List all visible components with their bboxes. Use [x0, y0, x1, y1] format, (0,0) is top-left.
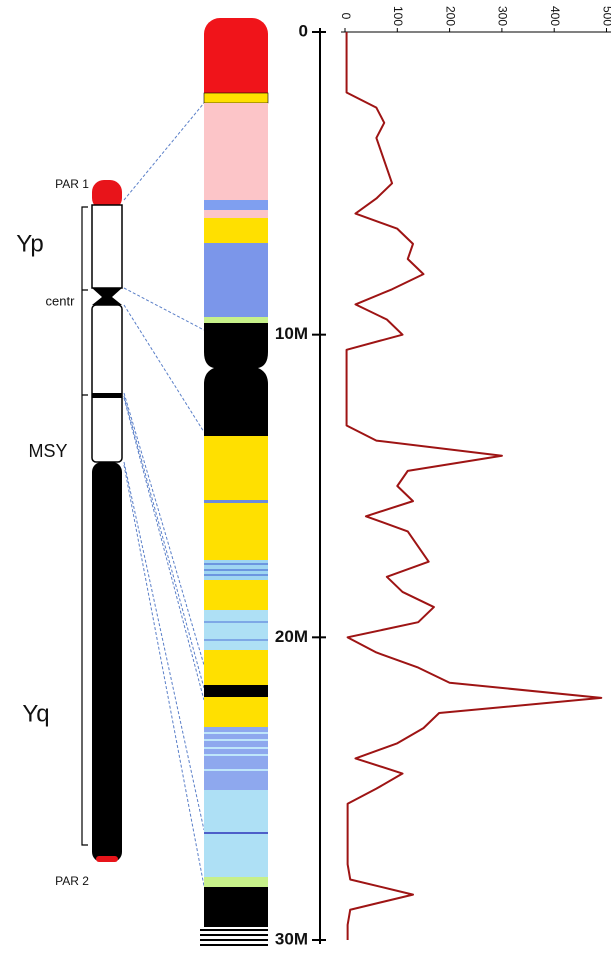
y-tick-label: 200: [443, 6, 457, 26]
chromosome-overview: PAR 1 Yp centr MSY Yq PAR 2: [16, 177, 123, 888]
ideogram: [200, 18, 269, 946]
y-tick-label: 300: [496, 6, 510, 26]
yq-proximal: [91, 304, 123, 463]
connectors: [123, 102, 205, 887]
y-tick-label: 500: [600, 6, 611, 26]
label: MSY: [28, 441, 67, 461]
label: Yp: [16, 230, 44, 257]
heterochromatin: [92, 462, 122, 862]
centromere: [92, 288, 122, 305]
bracket: [81, 206, 88, 846]
density-line: [345, 32, 603, 940]
yp-arm: [91, 204, 123, 289]
par2-region: [96, 856, 118, 862]
y-tick-label: 400: [548, 6, 562, 26]
label: PAR 1: [55, 177, 89, 191]
x-tick-label: 20M: [275, 627, 308, 646]
label: centr: [46, 293, 76, 308]
x-tick-label: 30M: [275, 929, 308, 948]
x-tick-label: 10M: [275, 324, 308, 343]
x-tick-label: 0: [299, 21, 308, 40]
par1-region: [92, 180, 122, 210]
label: PAR 2: [55, 874, 89, 888]
label: Yq: [22, 700, 49, 727]
bracket-tick: [82, 289, 88, 396]
y-tick-label: 0: [339, 13, 353, 20]
y-tick-label: 100: [391, 6, 405, 26]
band: [92, 393, 122, 398]
